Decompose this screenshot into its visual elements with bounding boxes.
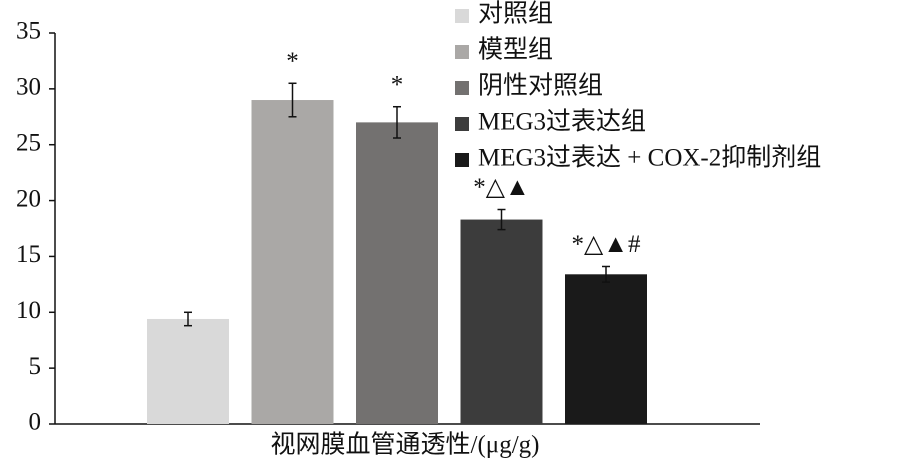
legend-label: MEG3过表达 + COX-2抑制剂组 xyxy=(478,144,821,172)
legend-label: MEG3过表达组 xyxy=(478,108,646,136)
annotation: * xyxy=(391,71,404,98)
x-axis-label: 视网膜血管通透性/(μg/g) xyxy=(271,431,540,459)
annotation: *△▲ xyxy=(473,174,529,201)
bar xyxy=(565,274,647,424)
bar xyxy=(460,219,543,424)
legend-label: 阴性对照组 xyxy=(478,72,603,100)
bar xyxy=(251,100,334,425)
legend-swatch xyxy=(455,81,469,95)
legend-swatch xyxy=(455,9,469,23)
y-tick-label: 20 xyxy=(16,185,41,212)
y-tick-label: 5 xyxy=(29,353,42,380)
annotation: * xyxy=(286,48,299,75)
y-tick-label: 30 xyxy=(16,74,41,101)
bar xyxy=(356,122,438,424)
y-tick-label: 10 xyxy=(16,297,41,324)
annotation: *△▲# xyxy=(572,231,641,258)
legend-swatch xyxy=(455,153,469,167)
legend-label: 对照组 xyxy=(478,0,553,28)
legend-swatch xyxy=(455,117,469,131)
legend-swatch xyxy=(455,45,469,59)
legend-label: 模型组 xyxy=(478,36,553,64)
y-tick-label: 25 xyxy=(16,129,41,156)
y-tick-label: 0 xyxy=(29,409,42,436)
bar xyxy=(147,318,229,424)
y-tick-label: 35 xyxy=(16,18,41,45)
y-tick-label: 15 xyxy=(16,241,41,268)
